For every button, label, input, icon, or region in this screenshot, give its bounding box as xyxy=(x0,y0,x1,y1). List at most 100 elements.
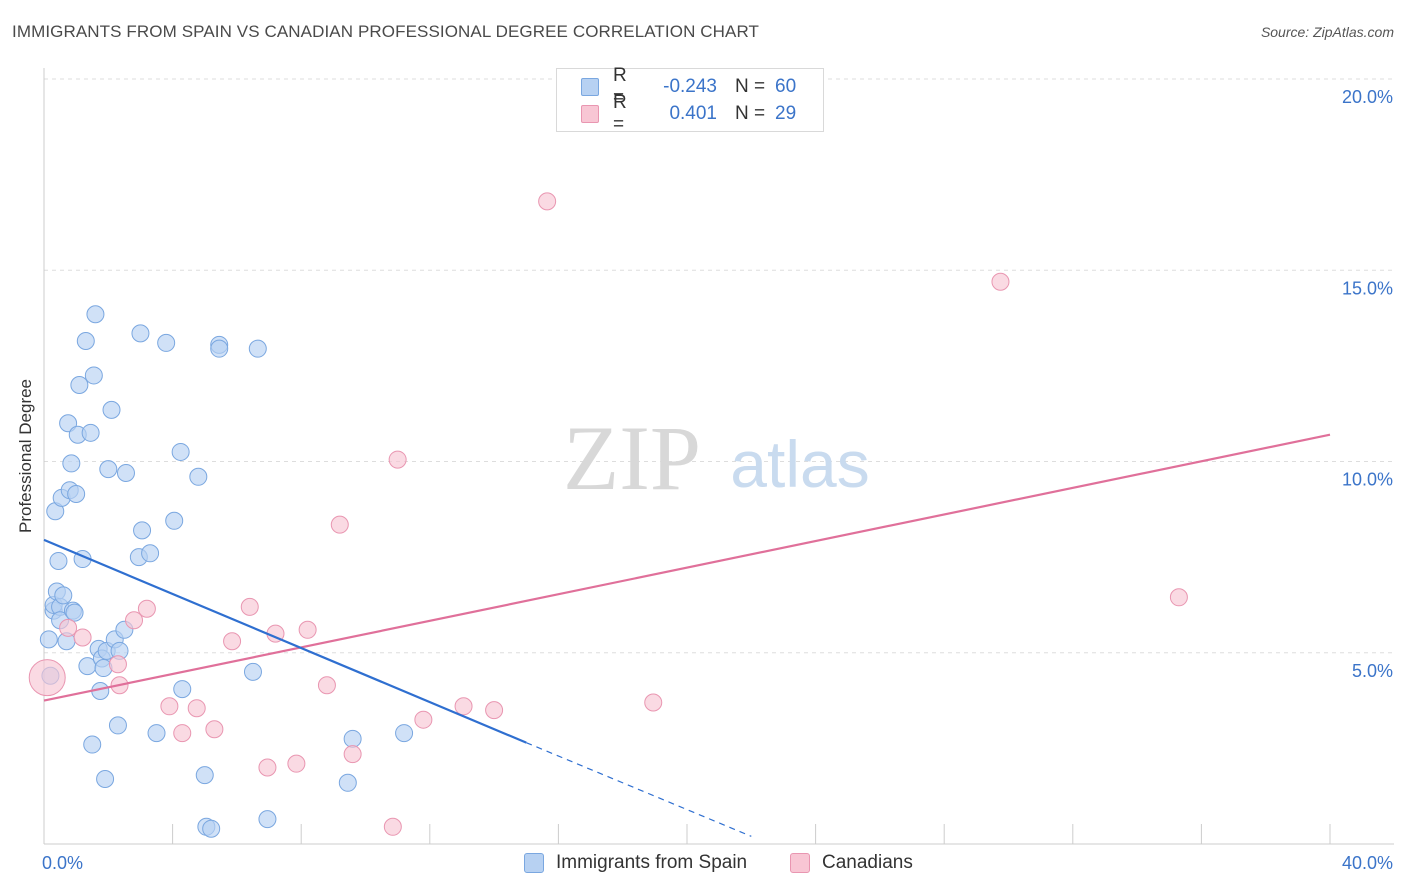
immigrants-point-59[interactable] xyxy=(343,729,362,748)
canadians-point-6[interactable] xyxy=(137,599,156,618)
legend-r-label: R = xyxy=(613,92,627,135)
immigrants-point-60[interactable] xyxy=(395,724,414,743)
legend-label: Immigrants from Spain xyxy=(556,852,748,873)
canadians-point-24[interactable] xyxy=(485,701,504,720)
legend-row-immigrants: R = -0.243 N = 60 xyxy=(581,65,797,108)
trend-line-canadians xyxy=(43,433,1331,702)
immigrants-point-50[interactable] xyxy=(195,766,214,785)
canadians-point-15[interactable] xyxy=(287,754,306,773)
immigrants-point-12[interactable] xyxy=(59,414,78,433)
legend-swatch-blue xyxy=(581,78,599,96)
canadians-point-9[interactable] xyxy=(187,699,206,718)
y-tick-label-1: 10.0% xyxy=(1342,470,1393,490)
immigrants-point-23[interactable] xyxy=(81,423,100,442)
canadians-point-25[interactable] xyxy=(538,192,557,211)
canadians-point-26[interactable] xyxy=(644,693,663,712)
immigrants-point-48[interactable] xyxy=(173,680,192,699)
legend-n-value: 60 xyxy=(775,76,797,97)
immigrants-point-42[interactable] xyxy=(133,521,152,540)
immigrants-point-44[interactable] xyxy=(147,724,166,743)
legend-swatch-pink xyxy=(790,853,810,873)
y-tick-label-3: 20.0% xyxy=(1342,87,1393,107)
y-tick-label-2: 15.0% xyxy=(1342,278,1393,298)
canadians-point-8[interactable] xyxy=(173,724,192,743)
legend-n-label: N = xyxy=(735,103,766,124)
canadians-point-12[interactable] xyxy=(240,597,259,616)
legend-r-value: 0.401 xyxy=(669,103,717,124)
canadians-point-10[interactable] xyxy=(205,720,224,739)
immigrants-point-33[interactable] xyxy=(99,460,118,479)
watermark: ZIP atlas xyxy=(563,407,870,509)
legend-r-value: -0.243 xyxy=(663,76,717,97)
y-tick-label-0: 5.0% xyxy=(1352,661,1393,681)
canadians-point-5[interactable] xyxy=(125,611,144,630)
canadians-point-18[interactable] xyxy=(330,515,349,534)
x-tick-label-max: 40.0% xyxy=(1342,853,1393,873)
legend-n-label: N = xyxy=(735,76,766,97)
immigrants-point-46[interactable] xyxy=(165,511,184,530)
series-legend: Immigrants from Spain Canadians xyxy=(0,852,1406,878)
legend-n-value: 29 xyxy=(775,103,797,124)
immigrants-point-26[interactable] xyxy=(86,305,105,324)
canadians-point-0[interactable] xyxy=(28,659,66,697)
immigrants-point-36[interactable] xyxy=(108,716,127,735)
tick-labels: 5.0% 10.0% 15.0% 20.0% 0.0% 40.0% xyxy=(42,87,1393,873)
legend-item-canadians[interactable]: Canadians xyxy=(790,852,913,874)
immigrants-point-58[interactable] xyxy=(338,773,357,792)
immigrants-point-17[interactable] xyxy=(67,485,86,504)
watermark-zip: ZIP xyxy=(563,407,701,509)
immigrants-point-14[interactable] xyxy=(62,454,81,473)
canadians-point-7[interactable] xyxy=(160,697,179,716)
x-tick-label-min: 0.0% xyxy=(42,853,83,873)
legend-swatch-blue xyxy=(524,853,544,873)
immigrants-point-25[interactable] xyxy=(84,366,103,385)
trend-line-immigrants xyxy=(43,538,527,744)
immigrants-point-43[interactable] xyxy=(141,544,160,563)
canadians-point-28[interactable] xyxy=(1169,588,1188,607)
immigrants-point-6[interactable] xyxy=(49,551,68,570)
canadians-point-2[interactable] xyxy=(73,628,92,647)
legend-item-immigrants[interactable]: Immigrants from Spain xyxy=(524,852,747,874)
canadians-point-3[interactable] xyxy=(108,655,127,674)
canadians-point-23[interactable] xyxy=(454,697,473,716)
canadians-point-16[interactable] xyxy=(298,620,317,639)
immigrants-point-0[interactable] xyxy=(39,630,58,649)
canadians-point-19[interactable] xyxy=(343,745,362,764)
immigrants-point-34[interactable] xyxy=(102,400,121,419)
immigrants-point-41[interactable] xyxy=(131,324,150,343)
immigrants-point-56[interactable] xyxy=(248,339,267,358)
canadians-point-11[interactable] xyxy=(223,632,242,651)
immigrants-point-39[interactable] xyxy=(116,463,135,482)
immigrants-point-45[interactable] xyxy=(157,333,176,352)
immigrants-point-10[interactable] xyxy=(54,586,73,605)
source-label: Source: ZipAtlas.com xyxy=(1260,24,1394,40)
immigrants-point-49[interactable] xyxy=(189,467,208,486)
immigrants-point-55[interactable] xyxy=(243,662,262,681)
canadians-point-13[interactable] xyxy=(258,758,277,777)
chart-title: IMMIGRANTS FROM SPAIN VS CANADIAN PROFES… xyxy=(12,22,760,41)
immigrants-point-47[interactable] xyxy=(171,442,190,461)
legend-label: Canadians xyxy=(822,852,913,873)
immigrants-point-19[interactable] xyxy=(70,376,89,394)
immigrants-point-52[interactable] xyxy=(202,819,221,838)
immigrants-point-16[interactable] xyxy=(65,603,84,622)
legend-swatch-pink xyxy=(581,105,599,123)
canadians-point-27[interactable] xyxy=(991,272,1010,291)
grid-lines xyxy=(44,78,1394,654)
canadians-point-22[interactable] xyxy=(414,710,433,729)
canadians-point-1[interactable] xyxy=(59,618,78,637)
immigrants-point-21[interactable] xyxy=(76,332,95,351)
canadians-point-21[interactable] xyxy=(388,450,407,469)
immigrants-point-57[interactable] xyxy=(258,810,277,829)
trend-lines xyxy=(43,433,1331,837)
canadians-point-20[interactable] xyxy=(383,817,402,836)
axes xyxy=(43,68,1394,845)
watermark-atlas: atlas xyxy=(730,427,869,501)
immigrants-point-31[interactable] xyxy=(96,769,115,788)
legend-r-label: R = xyxy=(613,65,627,108)
canadians-point-17[interactable] xyxy=(317,676,336,695)
correlation-legend: R = -0.243 N = 60 R = 0.401 N = 29 xyxy=(556,65,824,135)
immigrants-point-54[interactable] xyxy=(210,339,229,358)
immigrants-point-24[interactable] xyxy=(83,735,102,754)
